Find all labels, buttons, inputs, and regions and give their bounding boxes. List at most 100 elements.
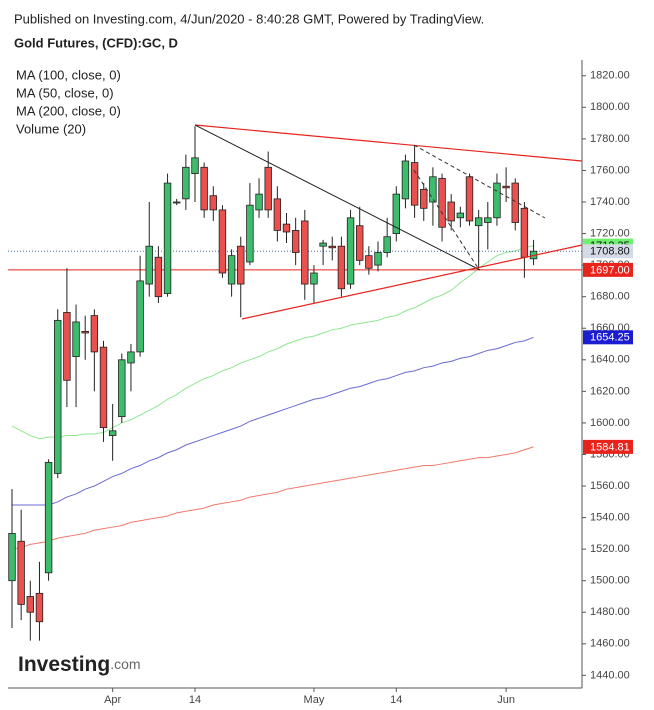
candle-body xyxy=(346,217,355,285)
candle-body xyxy=(163,182,172,294)
channel-line xyxy=(413,144,546,219)
candle-body xyxy=(493,182,501,219)
candle-body xyxy=(72,321,80,358)
legend-entry: MA (100, close, 0) xyxy=(16,67,121,82)
trend-line xyxy=(241,244,583,320)
y-tick-label: 1500.00 xyxy=(590,575,630,587)
candle-body xyxy=(474,217,483,227)
candle-body xyxy=(337,245,346,290)
legend-entry: MA (50, close, 0) xyxy=(16,85,114,100)
candle-body xyxy=(301,220,309,285)
candle-body xyxy=(227,255,236,285)
legend-entry: MA (200, close, 0) xyxy=(16,103,121,118)
candle-body xyxy=(429,176,437,203)
candle-body xyxy=(484,217,492,223)
x-tick-label: 14 xyxy=(390,694,402,706)
ma-line xyxy=(11,245,534,440)
x-tick-label: Jun xyxy=(497,694,515,706)
candle-body xyxy=(26,596,34,613)
candle-body xyxy=(447,201,455,222)
y-tick-label: 1480.00 xyxy=(590,606,630,618)
candle-body xyxy=(200,166,208,211)
candle-body xyxy=(310,272,318,285)
candle-body xyxy=(54,319,62,474)
candle-body xyxy=(246,204,254,263)
candle-body xyxy=(118,359,126,418)
candle-body xyxy=(401,160,410,200)
price-badge xyxy=(583,330,633,345)
candle-body xyxy=(63,312,71,381)
price-badge-label: 1584.81 xyxy=(590,441,630,453)
price-badge xyxy=(583,244,633,259)
candle-body xyxy=(90,315,99,353)
price-badge-label: 1708.80 xyxy=(590,246,630,258)
y-tick-label: 1760.00 xyxy=(590,164,630,176)
candle-body xyxy=(410,162,419,206)
y-tick-label: 1540.00 xyxy=(590,511,630,523)
y-tick-label: 1720.00 xyxy=(590,227,630,239)
candle-body xyxy=(191,157,199,175)
x-tick-label: May xyxy=(304,694,325,706)
y-tick-label: 1820.00 xyxy=(590,70,630,82)
price-badge-label: 1697.00 xyxy=(590,264,630,276)
candle-body xyxy=(218,209,227,274)
trend-line xyxy=(194,124,583,162)
candle-body xyxy=(392,193,400,234)
candle-body xyxy=(108,430,117,436)
trend-line xyxy=(194,124,481,271)
y-tick-label: 1780.00 xyxy=(590,133,630,145)
ma-line xyxy=(11,446,534,550)
y-tick-label: 1440.00 xyxy=(590,669,630,681)
price-badge xyxy=(583,439,633,454)
candle-body xyxy=(209,195,217,211)
candle-body xyxy=(438,177,446,228)
candle-body xyxy=(456,212,465,219)
y-tick-label: 1800.00 xyxy=(590,101,630,113)
candle-body xyxy=(172,201,181,204)
candle-body xyxy=(99,346,108,429)
candle-body xyxy=(328,245,336,249)
y-tick-label: 1460.00 xyxy=(590,638,630,650)
candle-body xyxy=(8,532,16,582)
candle-body xyxy=(355,225,364,261)
chart-title: Gold Futures, (CFD):GC, D xyxy=(14,35,178,50)
price-badge-label: 1654.25 xyxy=(590,332,630,344)
candle-body xyxy=(237,245,245,285)
candle-body xyxy=(520,207,529,258)
candle-body xyxy=(145,245,153,285)
candle-body xyxy=(136,280,144,353)
candle-body xyxy=(282,223,291,233)
candle-body xyxy=(255,193,263,211)
candle-body xyxy=(273,198,282,231)
y-tick-label: 1600.00 xyxy=(590,417,630,429)
candle-body xyxy=(264,166,272,211)
candle-body xyxy=(374,252,382,266)
candle-body xyxy=(319,242,327,247)
candle-body xyxy=(127,351,135,364)
logo-suffix: .com xyxy=(110,656,140,672)
candle-body xyxy=(365,255,373,269)
y-tick-label: 1620.00 xyxy=(590,385,630,397)
candle-body xyxy=(502,185,510,189)
candle-body xyxy=(420,188,428,209)
x-tick-label: 14 xyxy=(189,694,201,706)
y-tick-label: 1560.00 xyxy=(590,480,630,492)
candle-body xyxy=(511,182,519,223)
legend-entry: Volume (20) xyxy=(16,121,86,136)
candle-body xyxy=(44,461,53,574)
source: Published on Investing.com, 4/Jun/2020 -… xyxy=(14,11,484,26)
channel-line xyxy=(413,169,479,269)
logo: Investing.com xyxy=(18,653,141,676)
candle-body xyxy=(35,592,44,623)
plot-area: MA (100, close, 0) MA (50, close, 0) MA (2… xyxy=(8,67,633,706)
candle-body xyxy=(154,256,163,298)
candle-body xyxy=(383,236,391,253)
candle-body xyxy=(465,176,474,222)
candle-body xyxy=(182,166,190,200)
price-badge xyxy=(583,262,633,277)
x-tick-label: Apr xyxy=(104,694,121,706)
ma-line xyxy=(12,336,534,506)
logo-name: Investing xyxy=(18,653,110,676)
